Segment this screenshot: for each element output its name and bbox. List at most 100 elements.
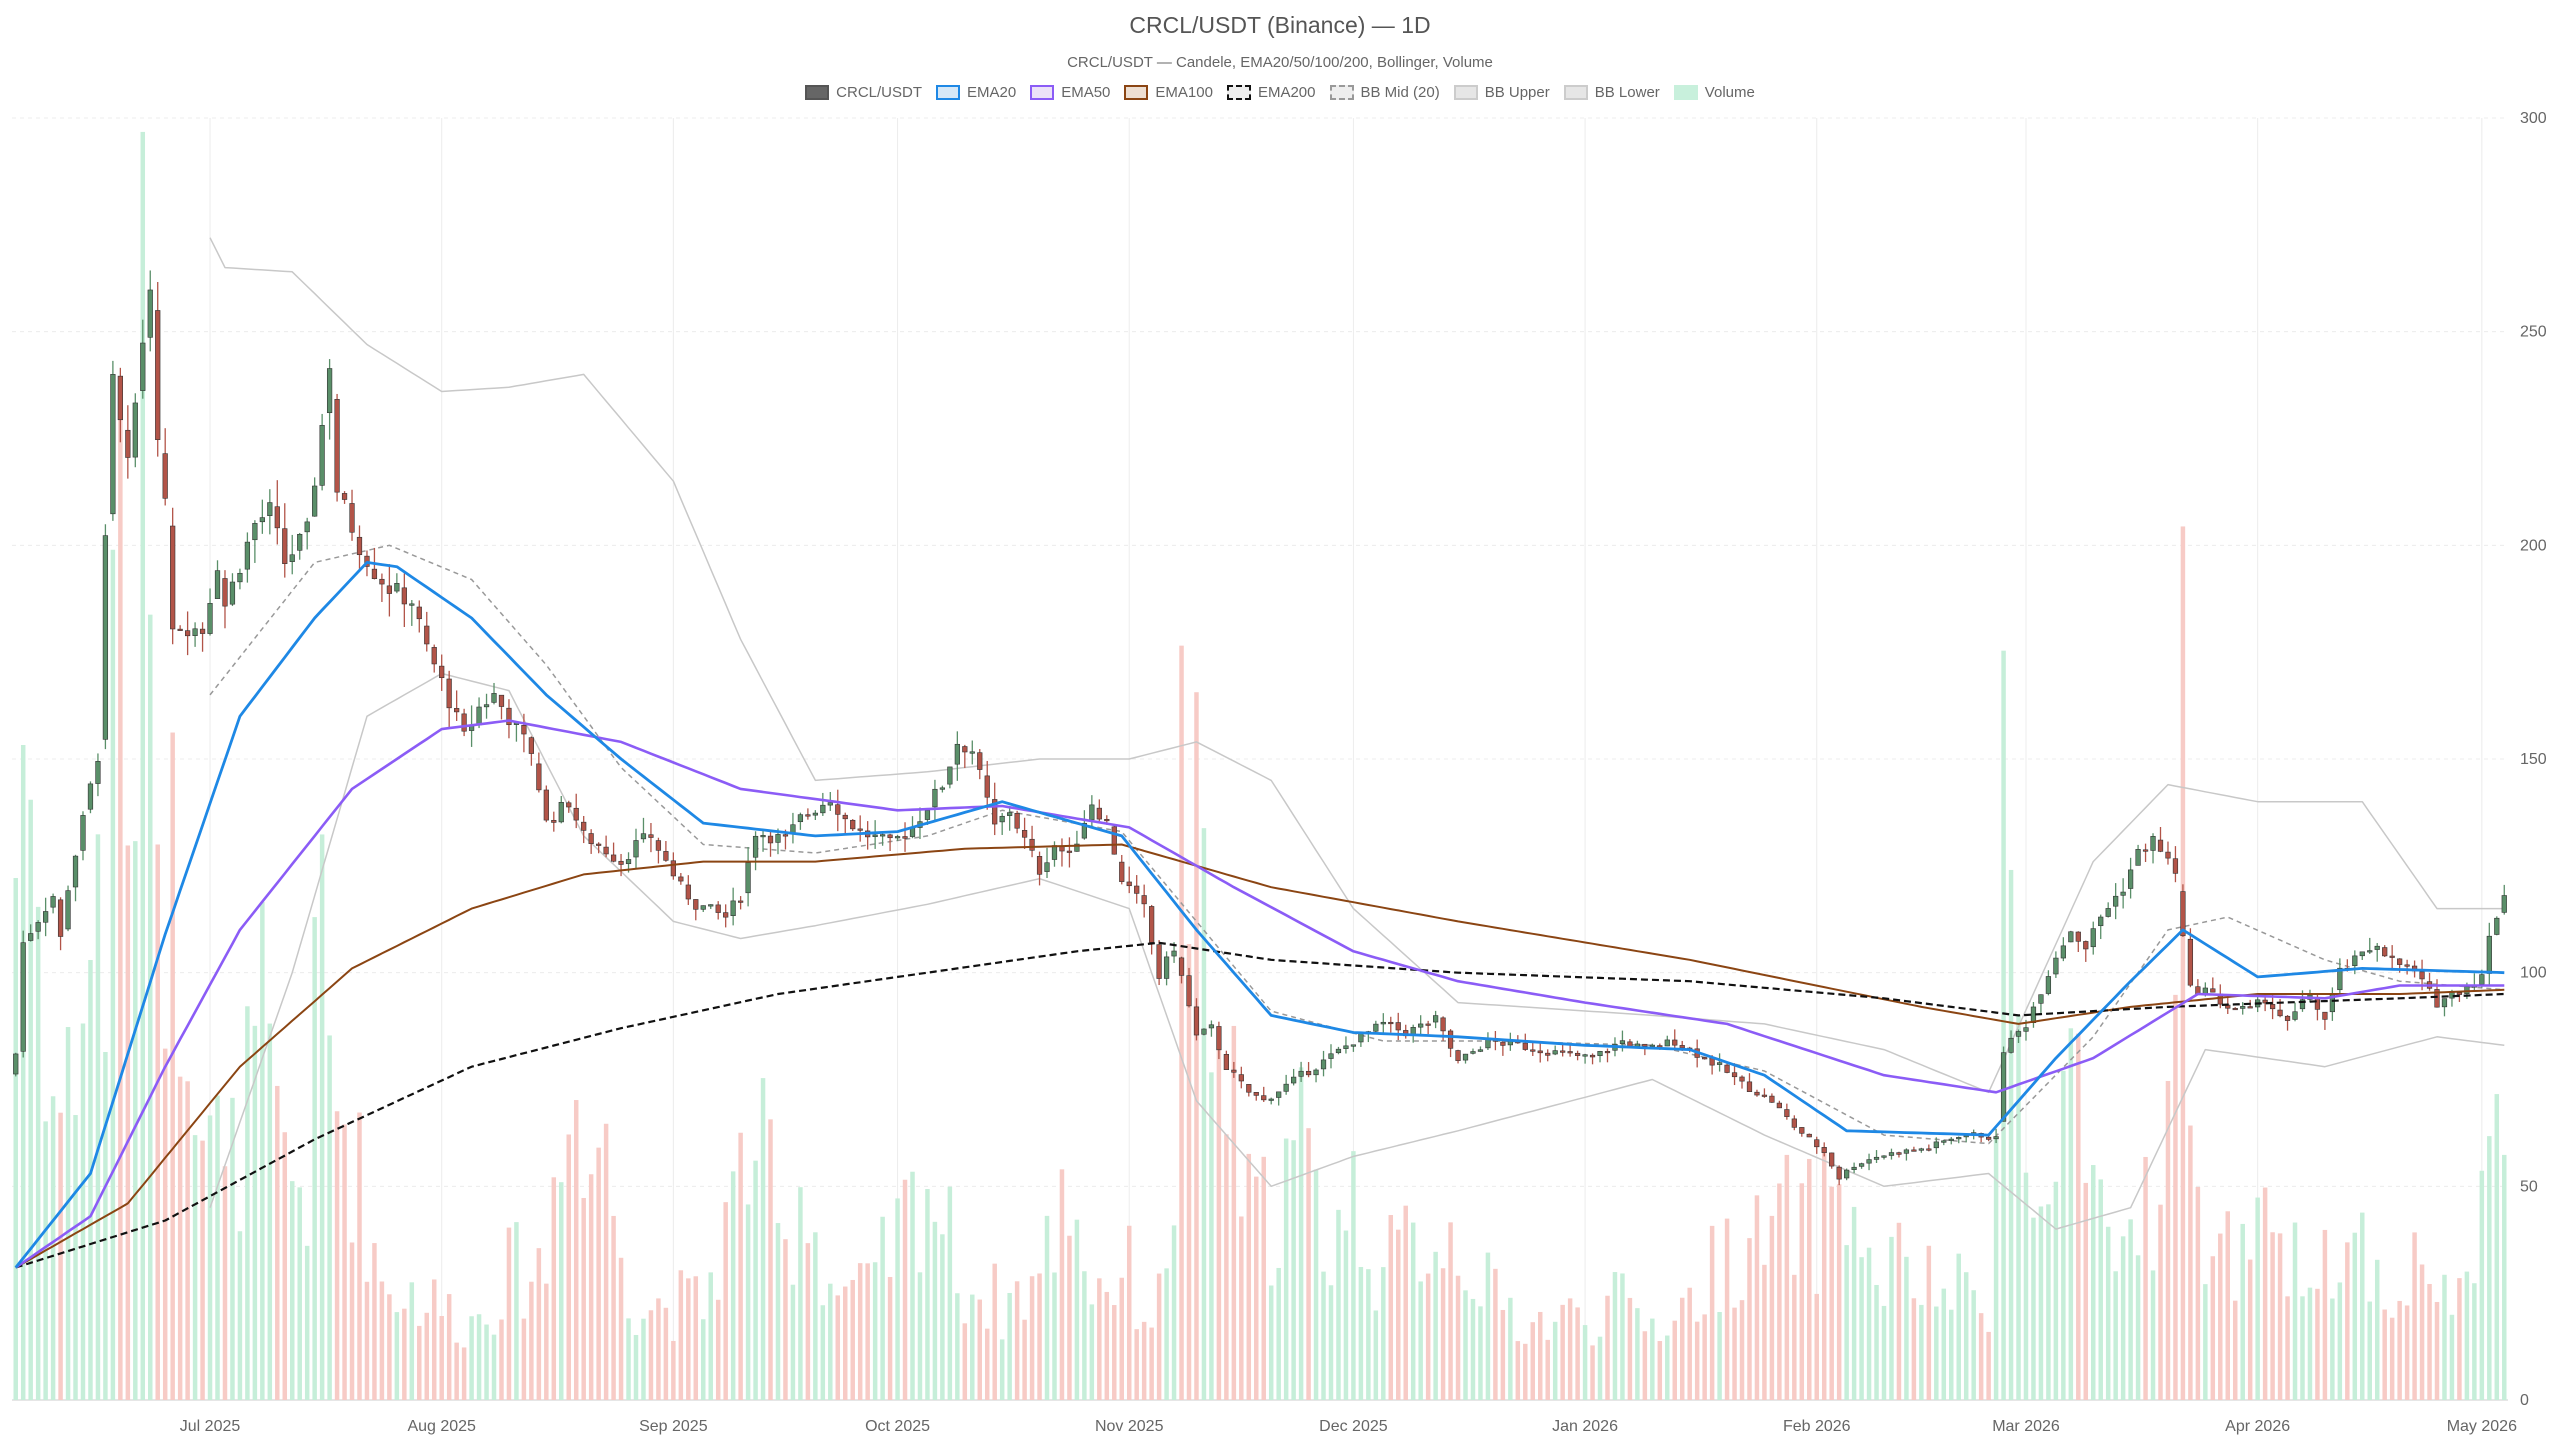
volume-bar	[207, 1115, 213, 1400]
volume-bar	[2397, 1300, 2402, 1400]
legend-item[interactable]: BB Upper	[1453, 84, 1550, 101]
volume-bar	[641, 1318, 646, 1400]
candle-body	[1223, 1054, 1229, 1070]
volume-bar	[2240, 1223, 2245, 1400]
candle	[1761, 1088, 1768, 1098]
candle-body	[1141, 895, 1147, 905]
candle-body	[633, 840, 639, 858]
legend-item[interactable]: EMA200	[1226, 84, 1316, 101]
volume-bar	[364, 1281, 370, 1400]
legend-item[interactable]: EMA100	[1124, 84, 1213, 101]
candle	[102, 524, 109, 750]
legend-swatch	[805, 85, 830, 100]
candle-body	[289, 554, 295, 562]
candle	[932, 779, 938, 821]
volume-bar	[1530, 1322, 1536, 1400]
candle	[72, 854, 79, 902]
volume-bar	[289, 1181, 295, 1400]
candles	[13, 270, 2507, 1186]
candle	[1111, 824, 1117, 855]
x-tick-label: Feb 2026	[1783, 1418, 1851, 1435]
candle-body	[1044, 862, 1050, 872]
volume-bar	[603, 1123, 609, 1400]
candle	[2172, 846, 2179, 883]
candle-body	[446, 678, 452, 709]
volume-bar	[2442, 1274, 2447, 1400]
volume-bar	[1590, 1345, 1595, 1400]
volume-bar	[2449, 1314, 2455, 1400]
volume-bar	[1762, 1264, 1767, 1400]
candle	[1500, 1039, 1506, 1056]
candle-body	[2120, 891, 2126, 896]
legend-item[interactable]: Volume	[1673, 84, 1755, 101]
candle-body	[110, 374, 116, 515]
volume-bar	[2038, 1206, 2044, 1400]
volume-bar	[738, 1132, 743, 1400]
y-tick-label: 100	[2520, 965, 2547, 982]
candle	[252, 520, 258, 563]
volume-bar	[1418, 1281, 1423, 1400]
candle	[2441, 998, 2448, 1017]
volume-bar	[566, 1134, 571, 1400]
legend-item[interactable]: CRCL/USDT	[805, 84, 922, 101]
candle-body	[820, 804, 826, 814]
candle	[1051, 841, 1058, 867]
candle-body	[1335, 1048, 1342, 1054]
legend-item[interactable]: EMA20	[936, 84, 1016, 101]
candle	[57, 897, 64, 951]
volume-bar	[1141, 1321, 1147, 1400]
candle	[1597, 1050, 1603, 1063]
volume-bar	[1911, 1298, 1917, 1400]
volume-bar	[2210, 1256, 2216, 1400]
legend-swatch	[1124, 85, 1149, 100]
candle-body	[2053, 957, 2059, 975]
candle-body	[2284, 1015, 2291, 1021]
volume-bar	[820, 1305, 826, 1400]
ema200-line	[15, 941, 2505, 1269]
volume-bar	[955, 1293, 960, 1400]
legend-label: CRCL/USDT	[836, 84, 922, 101]
candle	[192, 622, 198, 647]
candle-body	[2456, 992, 2463, 995]
volume-bar	[1956, 1253, 1961, 1400]
candle-body	[1380, 1021, 1386, 1025]
volume-bar	[1149, 1327, 1154, 1400]
volume-bar	[1373, 1310, 1379, 1400]
volume-bar	[1029, 1276, 1035, 1400]
candle	[2030, 1002, 2037, 1028]
candle-body	[1754, 1091, 1760, 1096]
candle-body	[1545, 1052, 1551, 1056]
volume-bar	[133, 841, 138, 1400]
candle-body	[767, 835, 774, 844]
volume-bar	[192, 1135, 198, 1400]
candle-body	[655, 840, 662, 851]
candle	[977, 749, 983, 780]
volume-bar	[611, 1215, 616, 1400]
chart-legend: CRCL/USDT EMA20 EMA50 EMA100 EMA200 BB Mid (2…	[0, 84, 2560, 101]
candle-body	[558, 802, 564, 823]
volume-bar	[1440, 1268, 1446, 1400]
candle-body	[1649, 1044, 1655, 1047]
volume-bar	[1836, 1184, 1842, 1400]
volume-bar	[28, 799, 33, 1400]
volume-bar	[701, 1319, 706, 1400]
legend-item[interactable]: BB Lower	[1563, 84, 1660, 101]
candle	[1619, 1030, 1626, 1052]
candle-body	[2157, 839, 2164, 852]
candle-body	[1231, 1069, 1237, 1073]
legend-item[interactable]: BB Mid (20)	[1329, 84, 1440, 101]
candle	[1560, 1044, 1566, 1057]
candle-body	[95, 761, 101, 784]
volume-bar	[110, 549, 116, 1400]
candle	[969, 740, 975, 765]
volume-bar	[932, 1221, 938, 1400]
volume-bar	[1881, 1305, 1887, 1400]
candle	[1896, 1151, 1902, 1158]
candle-body	[610, 854, 617, 862]
candle	[2038, 994, 2044, 1013]
legend-item[interactable]: EMA50	[1030, 84, 1110, 101]
candle-body	[371, 568, 378, 579]
candle-body	[401, 587, 407, 605]
volume-bar	[1919, 1304, 1924, 1400]
candle-body	[162, 453, 168, 499]
